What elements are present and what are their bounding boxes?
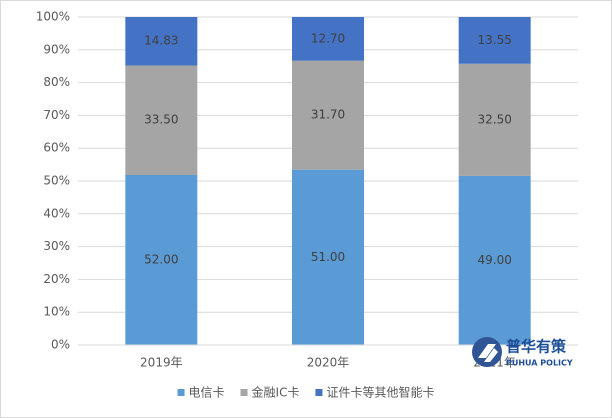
- y-tick-label: 20%: [43, 272, 70, 286]
- watermark-subtitle: PUHUA POLICY: [506, 359, 573, 368]
- data-label: 14.83: [144, 34, 178, 48]
- data-label: 12.70: [311, 31, 345, 45]
- data-label: 32.50: [477, 112, 511, 126]
- bar-segment: [125, 175, 198, 345]
- data-label: 52.00: [144, 253, 178, 267]
- legend-label: 电信卡: [189, 386, 225, 400]
- x-tick-label: 2019年: [140, 356, 183, 370]
- legend-swatch: [315, 389, 323, 396]
- y-tick-label: 40%: [43, 206, 70, 220]
- bar-segment: [292, 169, 364, 345]
- bar-segment: [292, 60, 364, 170]
- y-tick-label: 50%: [43, 174, 70, 188]
- legend-label: 证件卡等其他智能卡: [326, 385, 434, 400]
- legend-swatch: [240, 389, 248, 396]
- data-label: 13.55: [477, 33, 511, 47]
- y-tick-label: 80%: [43, 75, 70, 89]
- y-tick-label: 60%: [43, 141, 70, 155]
- y-tick-label: 90%: [43, 42, 70, 56]
- bar-segment: [292, 17, 364, 61]
- data-label: 49.00: [477, 253, 511, 267]
- watermark: 普华有策 PUHUA POLICY: [472, 337, 573, 368]
- legend: 电信卡 金融IC卡 证件卡等其他智能卡: [177, 385, 434, 400]
- bar-segment: [125, 65, 198, 176]
- watermark-logo-mark: [478, 344, 498, 362]
- legend-swatch: [177, 389, 185, 396]
- y-tick-label: 70%: [43, 108, 70, 122]
- y-tick-label: 10%: [43, 305, 70, 319]
- y-tick-label: 100%: [36, 10, 70, 24]
- bar-segment: [458, 63, 531, 176]
- y-tick-label: 0%: [51, 338, 70, 352]
- x-tick-label: 2020年: [307, 356, 350, 370]
- bar-segment: [458, 175, 531, 345]
- bar-segment: [125, 17, 198, 66]
- data-label: 31.70: [311, 108, 345, 122]
- data-label: 33.50: [144, 113, 178, 127]
- y-tick-label: 30%: [43, 239, 70, 253]
- watermark-title: 普华有策: [506, 338, 567, 356]
- data-label: 51.00: [311, 250, 345, 264]
- bar-segment: [458, 17, 531, 64]
- legend-label: 金融IC卡: [252, 385, 300, 400]
